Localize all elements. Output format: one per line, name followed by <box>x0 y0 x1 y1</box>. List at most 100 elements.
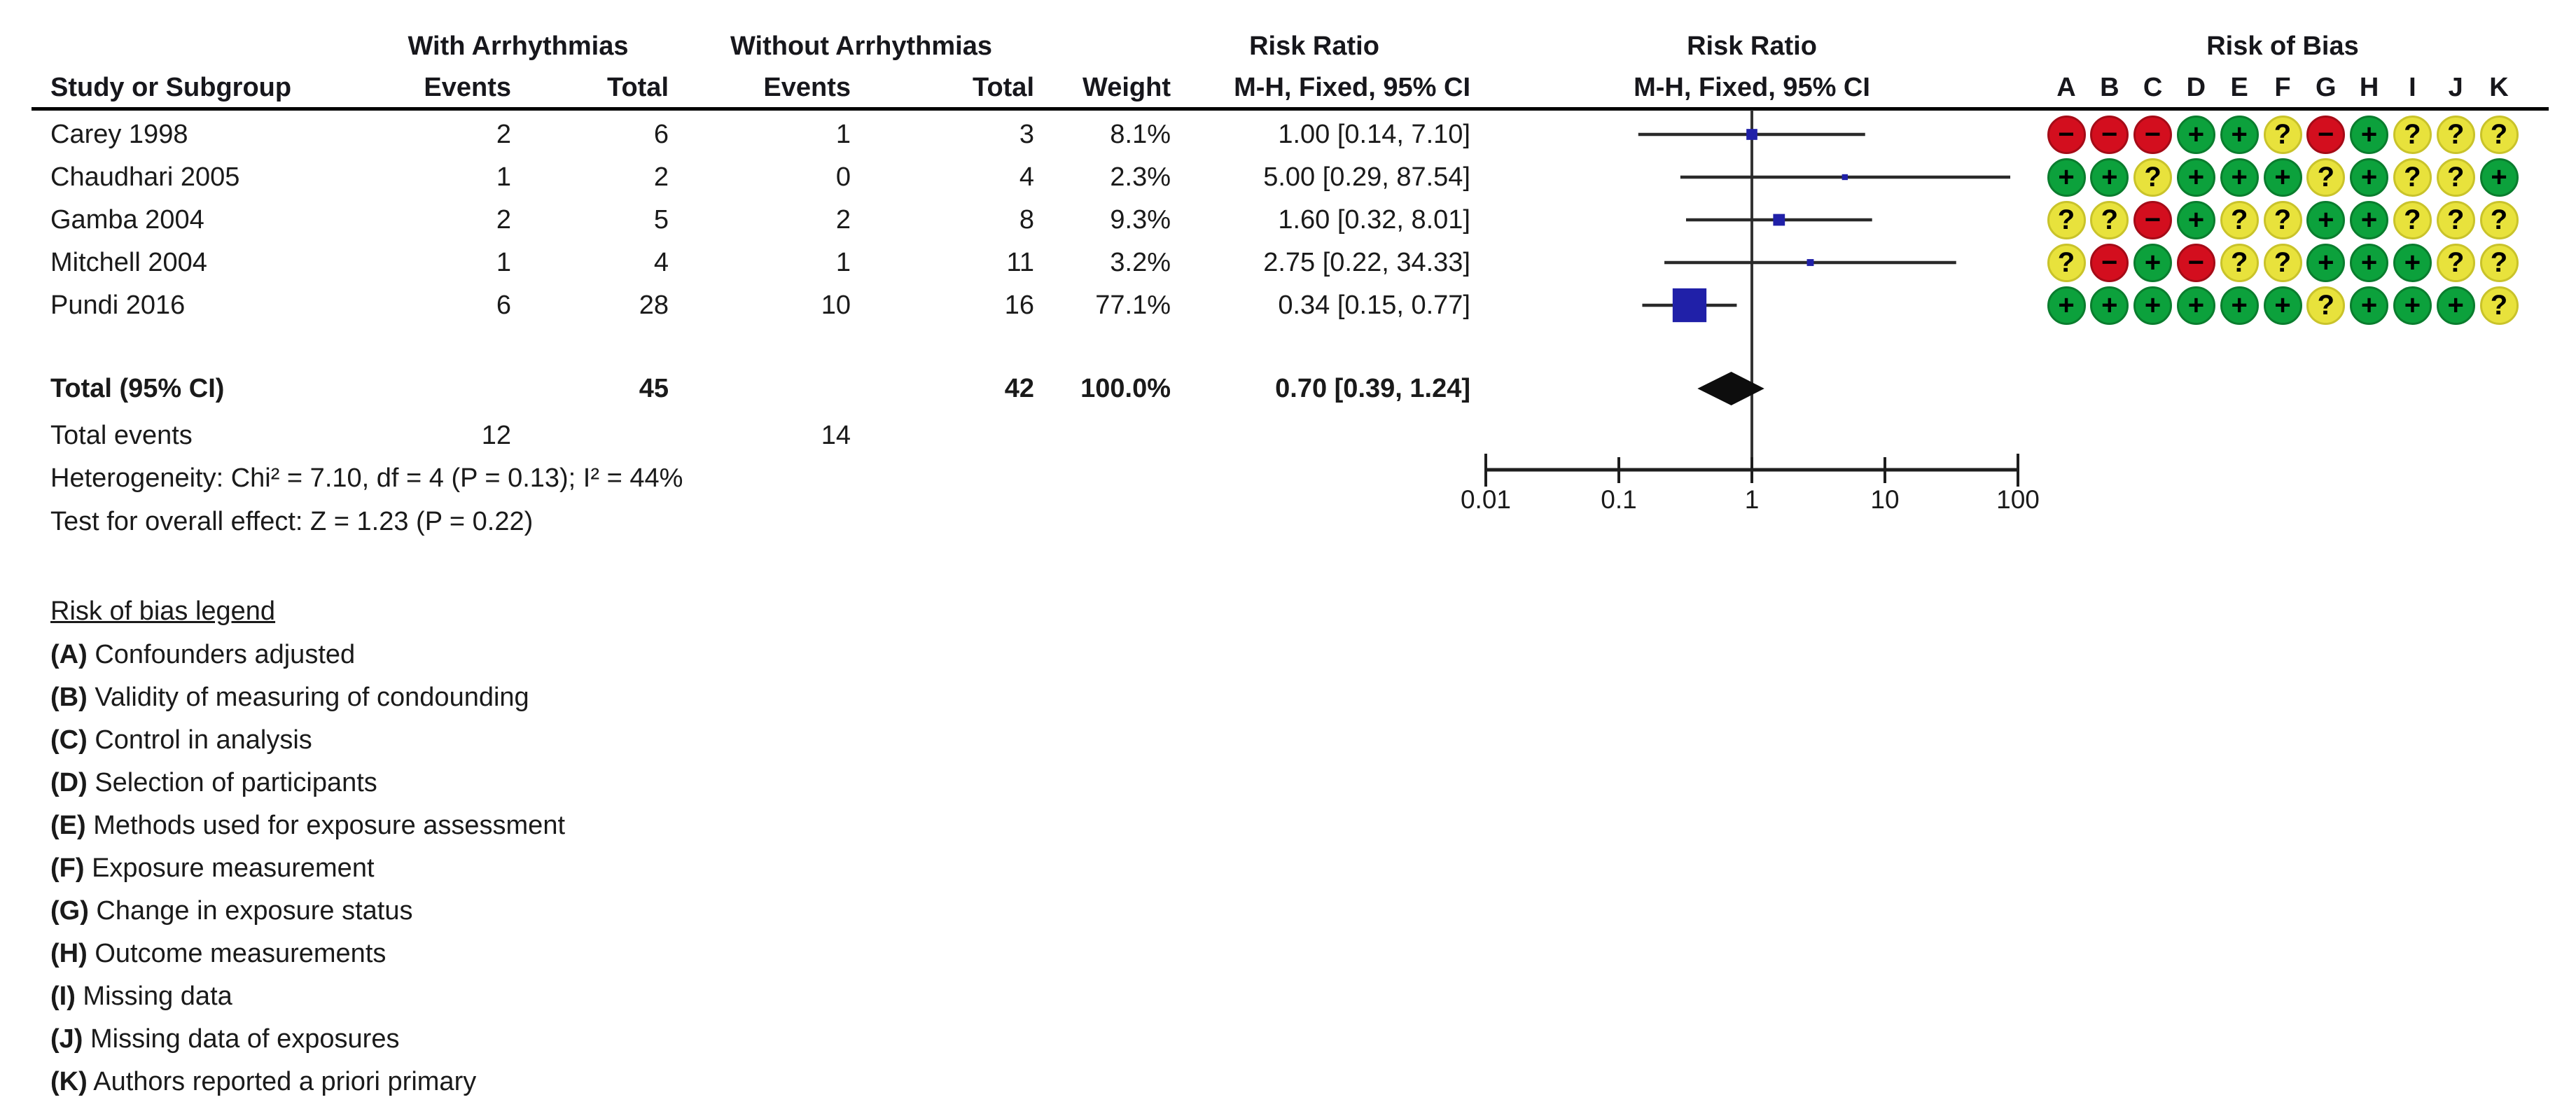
rob-judgement-unclear-icon: ? <box>2436 200 2475 239</box>
total-row-rr-ci: 0.70 [0.39, 1.24] <box>1275 374 1470 403</box>
study-events-with: 2 <box>496 120 511 149</box>
study-events-without: 2 <box>835 205 851 235</box>
rob-judgement-unclear-icon: ? <box>2393 158 2432 197</box>
total-row-weight: 100.0% <box>1080 374 1171 403</box>
rob-judgement-low-risk-icon: + <box>2090 158 2129 197</box>
legend-item-text: Methods used for exposure assessment <box>85 811 566 840</box>
study-events-without: 10 <box>821 291 851 320</box>
x-axis-tick-label: 1 <box>1745 485 1760 514</box>
legend-item: (J) Missing data of exposures <box>50 1021 399 1057</box>
rob-letter-F: F <box>2274 73 2291 102</box>
effect-square <box>1672 288 1707 323</box>
study-total-without: 3 <box>1019 120 1034 149</box>
legend-item: (K) Authors reported a priori primary <box>50 1063 476 1100</box>
col-header-mh-ci-plot: M-H, Fixed, 95% CI <box>1634 73 1870 102</box>
rob-judgement-high-risk-icon: − <box>2176 243 2215 282</box>
total-events-label: Total events <box>50 421 193 450</box>
study-name: Pundi 2016 <box>50 291 186 320</box>
rob-judgement-low-risk-icon: + <box>2350 115 2389 154</box>
legend-item-text: Missing data <box>75 982 232 1011</box>
study-total-without: 4 <box>1019 162 1034 192</box>
legend-item: (A) Confounders adjusted <box>50 636 355 673</box>
rob-judgement-low-risk-icon: + <box>2176 200 2215 239</box>
rob-letter-K: K <box>2489 73 2509 102</box>
rob-judgement-unclear-icon: ? <box>2479 243 2519 282</box>
study-events-without: 1 <box>835 120 851 149</box>
col-header-study: Study or Subgroup <box>50 73 292 102</box>
total-events-events1: 12 <box>481 421 511 450</box>
rob-letter-G: G <box>2316 73 2337 102</box>
rob-judgement-low-risk-icon: + <box>2176 158 2215 197</box>
x-axis-tick-label: 100 <box>1996 485 2040 514</box>
group-header-risk-ratio-text: Risk Ratio <box>1249 32 1379 61</box>
legend-item-text: Exposure measurement <box>84 853 375 883</box>
study-total-with: 6 <box>653 120 669 149</box>
rob-judgement-low-risk-icon: + <box>2479 158 2519 197</box>
effect-square <box>1842 174 1848 181</box>
x-axis-tick-label: 0.1 <box>1601 485 1636 514</box>
legend-item: (B) Validity of measuring of condounding <box>50 679 529 716</box>
total-row-label: Total (95% CI) <box>50 374 225 403</box>
rob-judgement-unclear-icon: ? <box>2479 115 2519 154</box>
x-axis-tick-label: 10 <box>1870 485 1899 514</box>
rob-judgement-low-risk-icon: + <box>2393 243 2432 282</box>
rob-letter-A: A <box>2056 73 2076 102</box>
legend-item-text: Selection of participants <box>87 768 377 797</box>
rob-letter-D: D <box>2186 73 2206 102</box>
legend-item-text: Authors reported a priori primary <box>87 1067 477 1096</box>
effect-square <box>1773 214 1785 226</box>
rob-letter-I: I <box>2409 73 2416 102</box>
study-total-without: 11 <box>1006 248 1034 277</box>
rob-judgement-low-risk-icon: + <box>2350 200 2389 239</box>
col-header-total2: Total <box>973 73 1034 102</box>
effect-square <box>1746 129 1757 140</box>
pooled-diamond <box>1697 372 1764 405</box>
rob-letter-H: H <box>2359 73 2379 102</box>
total-row-total2: 42 <box>1004 374 1034 403</box>
rob-judgement-high-risk-icon: − <box>2090 243 2129 282</box>
group-header-without-arrhythmias: Without Arrhythmias <box>730 32 993 61</box>
rob-letter-J: J <box>2448 73 2463 102</box>
group-header-risk-of-bias: Risk of Bias <box>2206 32 2359 61</box>
rob-judgement-low-risk-icon: + <box>2393 286 2432 325</box>
rob-judgement-low-risk-icon: + <box>2220 286 2259 325</box>
rob-judgement-unclear-icon: ? <box>2436 243 2475 282</box>
rob-judgement-low-risk-icon: + <box>2176 286 2215 325</box>
rob-letter-E: E <box>2230 73 2248 102</box>
rob-judgement-unclear-icon: ? <box>2479 286 2519 325</box>
legend-item: (C) Control in analysis <box>50 722 312 758</box>
legend-item: (F) Exposure measurement <box>50 850 375 886</box>
rob-letter-B: B <box>2100 73 2119 102</box>
rob-judgement-low-risk-icon: + <box>2350 243 2389 282</box>
study-total-with: 2 <box>653 162 669 192</box>
legend-item-key: (D) <box>50 768 88 797</box>
study-total-with: 28 <box>639 291 669 320</box>
rob-judgement-unclear-icon: ? <box>2047 200 2086 239</box>
rob-judgement-unclear-icon: ? <box>2393 115 2432 154</box>
rob-judgement-unclear-icon: ? <box>2090 200 2129 239</box>
rob-judgement-low-risk-icon: + <box>2220 158 2259 197</box>
rob-judgement-low-risk-icon: + <box>2306 200 2346 239</box>
legend-item-key: (F) <box>50 853 85 883</box>
rob-judgement-unclear-icon: ? <box>2263 243 2302 282</box>
heterogeneity-stats: Heterogeneity: Chi² = 7.10, df = 4 (P = … <box>50 463 683 493</box>
rob-judgement-unclear-icon: ? <box>2220 200 2259 239</box>
rob-judgement-high-risk-icon: − <box>2133 200 2173 239</box>
col-header-events2: Events <box>763 73 851 102</box>
group-header-with-arrhythmias: With Arrhythmias <box>408 32 629 61</box>
study-events-with: 1 <box>496 162 511 192</box>
legend-item-text: Confounders adjusted <box>87 640 356 669</box>
legend-item: (G) Change in exposure status <box>50 893 413 929</box>
rob-judgement-unclear-icon: ? <box>2306 158 2346 197</box>
rob-judgement-high-risk-icon: − <box>2090 115 2129 154</box>
group-header-risk-ratio-plot: Risk Ratio <box>1687 32 1817 61</box>
legend-item: (I) Missing data <box>50 978 232 1014</box>
legend-item-text: Outcome measurements <box>87 939 387 968</box>
study-events-with: 2 <box>496 205 511 235</box>
study-total-with: 5 <box>653 205 669 235</box>
legend-item: (H) Outcome measurements <box>50 935 386 972</box>
col-header-mh-ci-text: M-H, Fixed, 95% CI <box>1234 73 1470 102</box>
legend-item-text: Control in analysis <box>87 725 312 755</box>
study-total-without: 8 <box>1019 205 1034 235</box>
rob-judgement-low-risk-icon: + <box>2133 286 2173 325</box>
